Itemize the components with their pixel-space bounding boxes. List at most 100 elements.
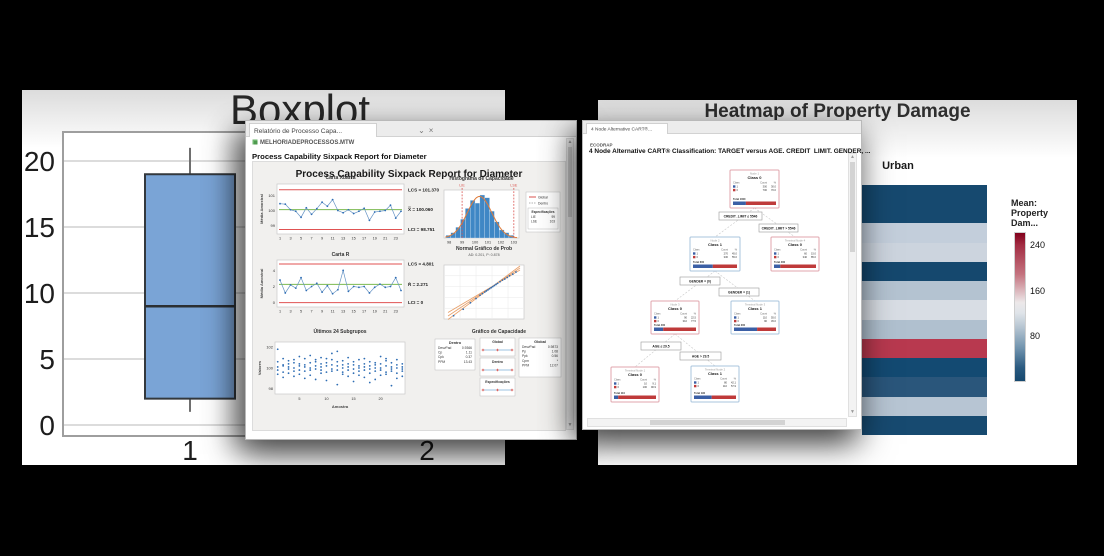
colorbar-tick-160: 160	[1030, 286, 1046, 296]
sixpack-worksheet-link[interactable]: MELHORIADEPROCESSOS.MTW	[260, 138, 355, 146]
svg-text:100: 100	[643, 385, 648, 389]
svg-text:Histograma de Capacidade: Histograma de Capacidade	[449, 176, 513, 182]
svg-text:Especificações: Especificações	[531, 210, 554, 214]
svg-text:9: 9	[321, 310, 323, 314]
svg-text:100: 100	[472, 241, 478, 245]
svg-text:19: 19	[373, 310, 377, 314]
svg-text:LCS = 101.370: LCS = 101.370	[408, 187, 439, 192]
heatmap-row	[862, 223, 987, 243]
sixpack-tab-label: Relatório de Processo Capa...	[254, 126, 343, 135]
svg-text:Cpk: Cpk	[438, 355, 444, 359]
svg-text:%: %	[814, 248, 817, 252]
svg-text:AGE > 29.5: AGE > 29.5	[692, 354, 709, 358]
scroll-up-icon[interactable]: ▲	[567, 139, 573, 145]
svg-text:Class: Class	[614, 378, 621, 382]
svg-text:19: 19	[373, 237, 377, 241]
svg-text:1: 1	[658, 316, 660, 320]
svg-text:LCS = 4.801: LCS = 4.801	[408, 262, 434, 267]
svg-text:15: 15	[352, 237, 356, 241]
svg-text:Total 600: Total 600	[693, 260, 705, 264]
svg-text:LSE: LSE	[531, 220, 537, 224]
scroll-down-icon[interactable]: ▼	[850, 409, 855, 415]
svg-text:0: 0	[618, 385, 620, 389]
svg-text:30.0: 30.0	[771, 185, 777, 189]
svg-text:0.9873: 0.9873	[548, 345, 558, 349]
svg-text:11: 11	[331, 237, 335, 241]
scroll-down-icon[interactable]: ▼	[567, 422, 573, 428]
svg-text:*: *	[557, 359, 559, 363]
svg-text:Count: Count	[640, 378, 647, 382]
svg-text:Dentro: Dentro	[492, 360, 503, 364]
svg-text:99: 99	[551, 215, 555, 219]
svg-text:%: %	[694, 312, 697, 316]
svg-text:Cpm: Cpm	[522, 359, 529, 363]
svg-text:Dentro: Dentro	[449, 341, 462, 345]
svg-text:Terminal Node 3: Terminal Node 3	[745, 303, 766, 307]
svg-text:103: 103	[511, 241, 517, 245]
svg-text:Total 400: Total 400	[774, 260, 786, 264]
svg-text:AD: 0.201, P: 0.878: AD: 0.201, P: 0.878	[468, 253, 499, 257]
heatmap-row	[862, 358, 987, 378]
svg-text:Ppk: Ppk	[522, 354, 528, 358]
svg-text:1: 1	[279, 310, 281, 314]
svg-text:CREDIT_LIMIT > 5546: CREDIT_LIMIT > 5546	[762, 226, 796, 230]
svg-text:103: 103	[550, 220, 556, 224]
svg-text:57.9: 57.9	[731, 384, 737, 388]
cart-hscroll-thumb[interactable]	[650, 420, 785, 425]
cart-hscrollbar[interactable]	[587, 418, 847, 427]
svg-text:45.0: 45.0	[771, 319, 777, 323]
svg-text:330: 330	[724, 255, 729, 259]
svg-text:Global: Global	[534, 340, 546, 344]
svg-text:Total 200: Total 200	[734, 323, 746, 327]
svg-text:0.9366: 0.9366	[462, 346, 472, 350]
scroll-up-icon[interactable]: ▲	[850, 154, 855, 160]
sixpack-tab[interactable]: Relatório de Processo Capa... ⌄ ×	[249, 123, 433, 137]
collapse-icon[interactable]: ⌄	[418, 126, 425, 135]
svg-text:17: 17	[362, 310, 366, 314]
svg-text:R̄ = 2.271: R̄ = 2.271	[408, 281, 428, 287]
sixpack-vscroll-thumb[interactable]	[568, 147, 572, 217]
svg-text:%: %	[774, 312, 777, 316]
sixpack-report-canvas: Process Capability Sixpack Report for Di…	[252, 161, 566, 431]
svg-text:Count: Count	[760, 312, 767, 316]
svg-text:%: %	[774, 181, 777, 185]
svg-text:Class 1: Class 1	[708, 371, 723, 376]
cart-vscrollbar[interactable]: ▲ ▼	[848, 153, 857, 417]
cart-tab[interactable]: 4 Node Alternative CART®...	[586, 123, 668, 134]
svg-text:Count: Count	[721, 248, 728, 252]
svg-text:0: 0	[738, 319, 740, 323]
cart-worksheet-link[interactable]: ECODRAP	[590, 142, 613, 148]
svg-text:45.0: 45.0	[732, 252, 738, 256]
svg-text:PPM: PPM	[522, 363, 529, 367]
svg-text:300: 300	[763, 185, 768, 189]
svg-text:Média Amostral: Média Amostral	[259, 269, 264, 299]
svg-text:99: 99	[460, 241, 464, 245]
svg-text:Class 1: Class 1	[708, 242, 723, 247]
svg-text:110: 110	[763, 316, 768, 320]
svg-text:Class: Class	[774, 248, 781, 252]
sixpack-charts: Process Capability Sixpack Report for Di…	[257, 169, 562, 409]
svg-text:Class 1: Class 1	[748, 306, 763, 311]
heatmap-row	[862, 377, 987, 397]
svg-text:Node 2: Node 2	[710, 239, 719, 243]
svg-text:22.5: 22.5	[691, 316, 697, 320]
svg-text:0.37: 0.37	[466, 355, 473, 359]
sixpack-vscrollbar[interactable]: ▲ ▼	[566, 138, 574, 430]
svg-text:Class 0: Class 0	[788, 242, 803, 247]
svg-text:70.0: 70.0	[771, 188, 777, 192]
heatmap-row	[862, 319, 987, 339]
heatmap-row	[862, 281, 987, 301]
svg-text:Últimos 24 Subgrupos: Últimos 24 Subgrupos	[313, 328, 366, 335]
heatmap-column-header: Urban	[882, 160, 914, 172]
svg-text:23: 23	[394, 237, 398, 241]
svg-text:Especificações: Especificações	[485, 380, 510, 384]
close-icon[interactable]: ×	[428, 126, 434, 135]
svg-text:98: 98	[269, 386, 274, 391]
cart-vscroll-thumb[interactable]	[850, 162, 855, 252]
svg-text:Total 1000: Total 1000	[733, 197, 746, 201]
svg-text:17: 17	[362, 237, 366, 241]
svg-text:DesvPad: DesvPad	[438, 346, 452, 350]
svg-text:4: 4	[273, 268, 276, 273]
heatmap-cells	[862, 185, 987, 436]
svg-text:1: 1	[738, 316, 740, 320]
